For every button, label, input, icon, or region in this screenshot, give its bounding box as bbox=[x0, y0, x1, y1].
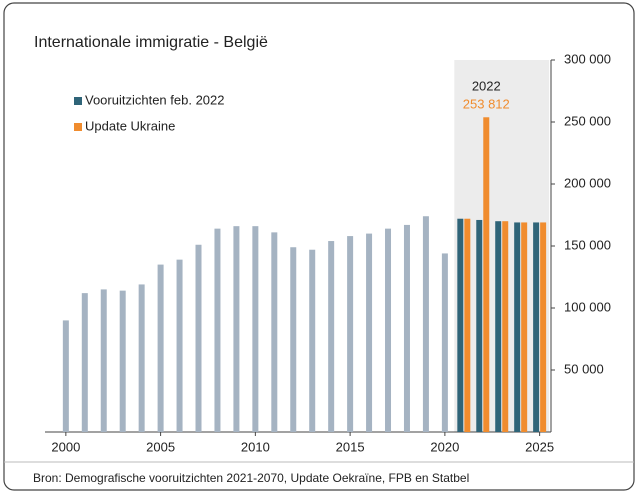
bar bbox=[533, 222, 540, 432]
bar bbox=[271, 232, 278, 432]
legend-swatch bbox=[74, 97, 82, 105]
chart-title: Internationale immigratie - België bbox=[34, 34, 268, 51]
x-tick-label: 2025 bbox=[525, 439, 554, 454]
x-tick-label: 2010 bbox=[241, 439, 270, 454]
bar bbox=[62, 320, 69, 432]
bar bbox=[441, 253, 448, 432]
bar bbox=[502, 221, 509, 432]
bar bbox=[252, 226, 259, 432]
bar bbox=[81, 293, 88, 432]
bar bbox=[476, 219, 483, 432]
bar bbox=[328, 241, 335, 432]
bar bbox=[138, 284, 145, 432]
y-tick-label: 300 000 bbox=[564, 51, 611, 66]
bar bbox=[176, 259, 183, 432]
bar bbox=[457, 218, 464, 432]
bar bbox=[290, 247, 297, 432]
x-tick-label: 2005 bbox=[146, 439, 175, 454]
legend-label: Update Ukraine bbox=[85, 118, 175, 133]
value-label: 253 812 bbox=[463, 97, 510, 112]
annotation: 2022 bbox=[472, 79, 501, 94]
y-tick-label: 100 000 bbox=[564, 299, 611, 314]
y-tick-label: 250 000 bbox=[564, 113, 611, 128]
legend-swatch bbox=[74, 123, 82, 131]
bar bbox=[119, 290, 126, 432]
x-tick-label: 2020 bbox=[430, 439, 459, 454]
bar bbox=[422, 216, 429, 432]
bar bbox=[157, 264, 164, 432]
bar bbox=[521, 222, 528, 432]
y-tick-label: 200 000 bbox=[564, 175, 611, 190]
bar bbox=[483, 117, 490, 432]
bar bbox=[347, 236, 354, 432]
x-tick-label: 2015 bbox=[336, 439, 365, 454]
bar bbox=[214, 228, 221, 432]
bar bbox=[403, 224, 410, 432]
bar bbox=[366, 233, 373, 432]
bar bbox=[309, 249, 316, 432]
legend-label: Vooruitzichten feb. 2022 bbox=[85, 92, 225, 107]
source: Bron: Demografische vooruitzichten 2021-… bbox=[33, 471, 469, 485]
x-tick-label: 2000 bbox=[51, 439, 80, 454]
bar bbox=[385, 228, 392, 432]
bar bbox=[514, 222, 521, 432]
bar bbox=[495, 221, 502, 432]
bar bbox=[100, 289, 107, 432]
bar bbox=[464, 218, 471, 432]
bar bbox=[233, 226, 240, 432]
y-tick-label: 150 000 bbox=[564, 237, 611, 252]
bar bbox=[195, 244, 202, 432]
y-tick-label: 50 000 bbox=[564, 361, 604, 376]
bar bbox=[540, 222, 547, 432]
